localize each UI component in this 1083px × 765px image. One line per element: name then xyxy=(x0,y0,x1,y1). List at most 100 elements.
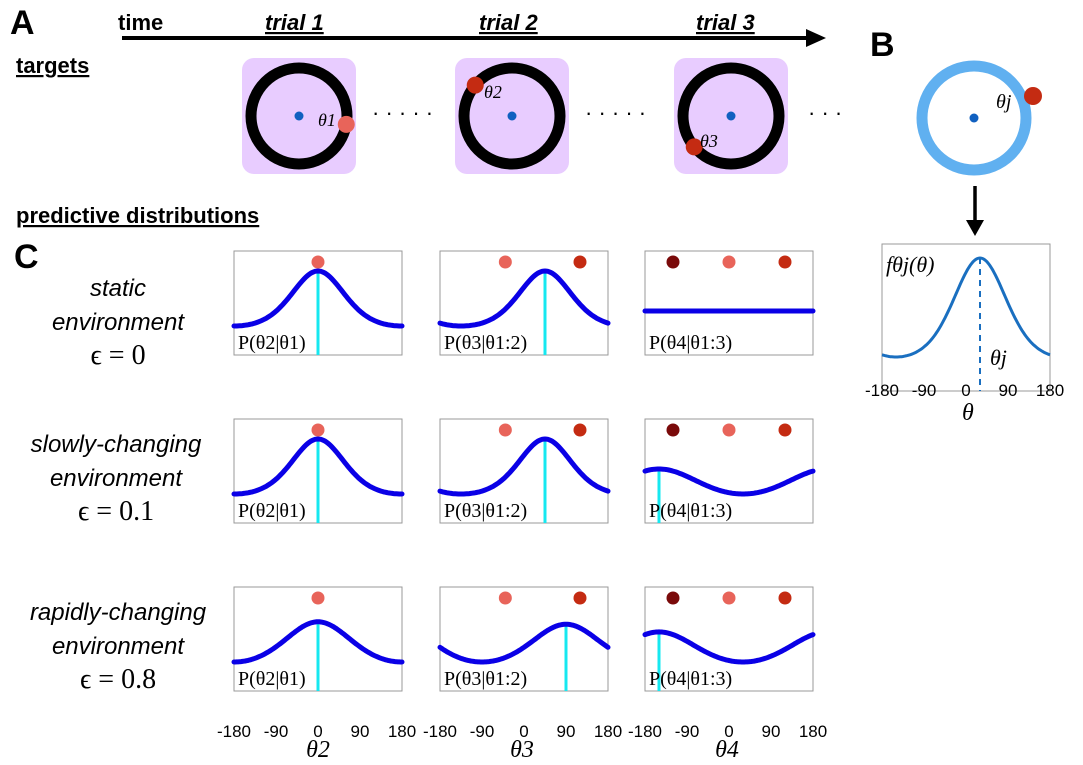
x-tick: 90 xyxy=(351,722,370,741)
env-1-epsilon: ϵ = 0.1 xyxy=(78,496,154,527)
x-tick: -90 xyxy=(264,722,289,741)
plot-r0-c0: P(θ2|θ1) xyxy=(231,250,405,356)
panel-b-target-label: θj xyxy=(996,91,1012,113)
probability-label: P(θ2|θ1) xyxy=(238,500,306,522)
x-axis-ticks: -180 -90 0 90 180 -180 -90 0 90 180 -180 -90 0 90 180 xyxy=(217,722,827,741)
panel-label-b: B xyxy=(870,26,895,64)
trial-2-label: trial 2 xyxy=(479,10,538,35)
time-label: time xyxy=(118,10,163,35)
past-target-dot xyxy=(498,423,512,437)
panel-b-peak-label: θj xyxy=(990,345,1007,370)
plot-r0-c1: P(θ3|θ1:2) xyxy=(437,250,611,356)
ellipsis-2: · · · · · xyxy=(585,100,646,125)
plot-r0-c2: P(θ4|θ1:3) xyxy=(642,250,816,356)
plot-r2-c2: P(θ4|θ1:3) xyxy=(642,586,816,692)
panel-b-tick: 180 xyxy=(1036,381,1064,400)
predictive-curve xyxy=(231,436,405,497)
probability-label: P(θ3|θ1:2) xyxy=(444,668,527,690)
center-dot xyxy=(726,111,736,121)
past-target-dot xyxy=(311,423,325,437)
time-arrow xyxy=(122,29,826,47)
x-tick: 90 xyxy=(557,722,576,741)
predictive-curve xyxy=(437,436,611,497)
panel-label-a: A xyxy=(10,4,35,42)
plot-r2-c1: P(θ3|θ1:2) xyxy=(437,586,611,692)
env-2-line1: rapidly-changing xyxy=(30,599,207,626)
x-tick: -180 xyxy=(628,722,662,741)
panel-b-curve xyxy=(881,256,1051,359)
trial-1-label: trial 1 xyxy=(265,10,324,35)
x-tick: 180 xyxy=(799,722,827,741)
probability-label: P(θ3|θ1:2) xyxy=(444,500,527,522)
x-tick: -180 xyxy=(423,722,457,741)
past-target-dot xyxy=(722,591,736,605)
row-label-static: static environment ϵ = 0 xyxy=(52,275,185,371)
x-tick: 0 xyxy=(724,722,733,741)
plot-r2-c0: P(θ2|θ1) xyxy=(231,586,405,692)
probability-label: P(θ2|θ1) xyxy=(238,332,306,354)
plot-r1-c2: P(θ4|θ1:3) xyxy=(642,418,816,524)
x-tick: 180 xyxy=(594,722,622,741)
x-tick: 0 xyxy=(519,722,528,741)
past-target-dot xyxy=(778,255,792,269)
env-2-epsilon: ϵ = 0.8 xyxy=(80,664,156,695)
panel-b-target-dot xyxy=(1024,87,1042,105)
past-target-dot xyxy=(498,255,512,269)
ellipsis-3: · · · xyxy=(808,100,842,125)
target-pad-1: θ1 xyxy=(242,58,356,174)
past-target-dot xyxy=(498,591,512,605)
panel-b-tick: 90 xyxy=(999,381,1018,400)
env-1-line1: slowly-changing xyxy=(31,431,202,458)
env-0-line2: environment xyxy=(52,309,185,336)
predictive-curve xyxy=(642,466,816,497)
xlabel-theta2: θ2 xyxy=(306,737,330,763)
past-target-dot xyxy=(722,423,736,437)
panel-b-xlabel: θ xyxy=(962,400,974,426)
target-ring xyxy=(458,62,566,170)
past-target-dot xyxy=(573,423,587,437)
trial-3-label: trial 3 xyxy=(696,10,755,35)
row-label-slow: slowly-changing environment ϵ = 0.1 xyxy=(31,431,202,527)
x-tick: 90 xyxy=(762,722,781,741)
predictive-plots: P(θ2|θ1) P(θ3|θ1:2) P(θ4|θ1:3) P(θ2|θ1) P(θ3… xyxy=(231,250,816,692)
past-target-dot xyxy=(573,591,587,605)
plot-r1-c0: P(θ2|θ1) xyxy=(231,418,405,524)
panel-label-c: C xyxy=(14,238,39,276)
center-dot xyxy=(507,111,517,121)
predictive-curve xyxy=(231,268,405,329)
env-2-line2: environment xyxy=(52,633,185,660)
panel-b-ticks: -180 -90 0 90 180 xyxy=(865,381,1064,400)
past-target-dot xyxy=(666,255,680,269)
predictive-curve xyxy=(437,268,611,329)
past-target-dot xyxy=(722,255,736,269)
ellipsis-1: · · · · · xyxy=(372,100,433,125)
probability-label: P(θ2|θ1) xyxy=(238,668,306,690)
target-pad-3: θ3 xyxy=(674,58,788,174)
panel-b-plot: fθj(θ) θj -180 -90 0 90 180 θ xyxy=(865,243,1064,426)
past-target-dot xyxy=(573,255,587,269)
panel-b-tick: 0 xyxy=(961,381,970,400)
panel-b-target: θj xyxy=(916,60,1042,176)
predictive-curve xyxy=(437,621,611,665)
target-label-3: θ3 xyxy=(700,131,718,151)
target-label-1: θ1 xyxy=(318,110,336,130)
x-tick: 0 xyxy=(313,722,322,741)
target-pad-2: θ2 xyxy=(455,58,569,174)
probability-label: P(θ4|θ1:3) xyxy=(649,332,732,354)
target-dot xyxy=(685,138,703,156)
down-arrow xyxy=(966,186,984,236)
x-tick: 180 xyxy=(388,722,416,741)
targets-heading: targets xyxy=(16,53,89,78)
past-target-dot xyxy=(666,423,680,437)
target-pads: θ1 θ2 θ3 xyxy=(242,58,788,174)
predictive-curve xyxy=(231,619,405,665)
panel-b-curve-label: fθj(θ) xyxy=(886,252,935,277)
x-tick: -180 xyxy=(217,722,251,741)
probability-label: P(θ3|θ1:2) xyxy=(444,332,527,354)
past-target-dot xyxy=(778,423,792,437)
past-target-dot xyxy=(311,591,325,605)
x-tick: -90 xyxy=(675,722,700,741)
predictive-curve xyxy=(642,629,816,665)
panel-b-tick: -180 xyxy=(865,381,899,400)
